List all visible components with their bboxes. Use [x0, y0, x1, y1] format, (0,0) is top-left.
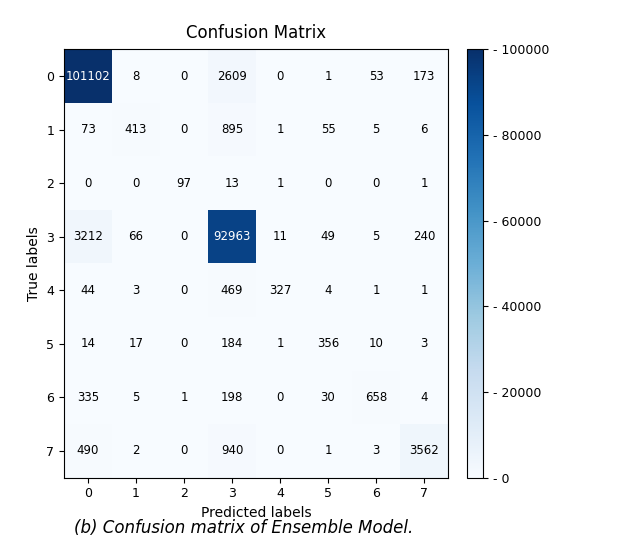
Text: 335: 335 [77, 391, 99, 404]
Text: 1: 1 [324, 444, 332, 457]
Text: 1: 1 [372, 284, 380, 297]
Text: 14: 14 [81, 337, 95, 350]
Text: 0: 0 [180, 337, 188, 350]
Text: 92963: 92963 [213, 230, 251, 243]
Text: 0: 0 [132, 177, 140, 190]
Text: 0: 0 [180, 70, 188, 83]
Text: 44: 44 [81, 284, 95, 297]
Text: 5: 5 [372, 123, 380, 136]
Text: 3: 3 [132, 284, 140, 297]
Text: 3212: 3212 [73, 230, 103, 243]
Text: 0: 0 [180, 230, 188, 243]
Text: 0: 0 [180, 284, 188, 297]
Y-axis label: True labels: True labels [27, 226, 41, 301]
Text: 0: 0 [372, 177, 380, 190]
Text: 55: 55 [321, 123, 335, 136]
Text: 0: 0 [180, 444, 188, 457]
Text: 10: 10 [369, 337, 383, 350]
Text: 53: 53 [369, 70, 383, 83]
Text: 3562: 3562 [409, 444, 439, 457]
Text: 2609: 2609 [217, 70, 247, 83]
Text: 0: 0 [276, 70, 284, 83]
Text: 895: 895 [221, 123, 243, 136]
Text: 3: 3 [420, 337, 428, 350]
X-axis label: Predicted labels: Predicted labels [201, 506, 311, 520]
Text: 0: 0 [324, 177, 332, 190]
Text: 13: 13 [225, 177, 239, 190]
Text: 4: 4 [420, 391, 428, 404]
Text: 1: 1 [276, 123, 284, 136]
Text: 3: 3 [372, 444, 380, 457]
Text: 184: 184 [221, 337, 243, 350]
Text: (b) Confusion matrix of Ensemble Model.: (b) Confusion matrix of Ensemble Model. [74, 518, 413, 536]
Text: 490: 490 [77, 444, 99, 457]
Text: 1: 1 [324, 70, 332, 83]
Text: 49: 49 [321, 230, 335, 243]
Text: 11: 11 [273, 230, 287, 243]
Text: 1: 1 [180, 391, 188, 404]
Text: 101102: 101102 [66, 70, 110, 83]
Text: 198: 198 [221, 391, 243, 404]
Text: 5: 5 [372, 230, 380, 243]
Text: 0: 0 [180, 123, 188, 136]
Text: 0: 0 [276, 391, 284, 404]
Text: 17: 17 [129, 337, 143, 350]
Text: 6: 6 [420, 123, 428, 136]
Text: 5: 5 [132, 391, 140, 404]
Text: 1: 1 [420, 177, 428, 190]
Text: 1: 1 [420, 284, 428, 297]
Text: 1: 1 [276, 177, 284, 190]
Text: 2: 2 [132, 444, 140, 457]
Text: 413: 413 [125, 123, 147, 136]
Text: 4: 4 [324, 284, 332, 297]
Text: 8: 8 [132, 70, 140, 83]
Text: 469: 469 [221, 284, 243, 297]
Text: 240: 240 [413, 230, 435, 243]
Text: 0: 0 [84, 177, 92, 190]
Text: 356: 356 [317, 337, 339, 350]
Text: 30: 30 [321, 391, 335, 404]
Text: 173: 173 [413, 70, 435, 83]
Text: 66: 66 [129, 230, 143, 243]
Text: 97: 97 [177, 177, 191, 190]
Text: 0: 0 [276, 444, 284, 457]
Text: 940: 940 [221, 444, 243, 457]
Text: 327: 327 [269, 284, 291, 297]
Text: 658: 658 [365, 391, 387, 404]
Text: 1: 1 [276, 337, 284, 350]
Title: Confusion Matrix: Confusion Matrix [186, 24, 326, 42]
Text: 73: 73 [81, 123, 95, 136]
